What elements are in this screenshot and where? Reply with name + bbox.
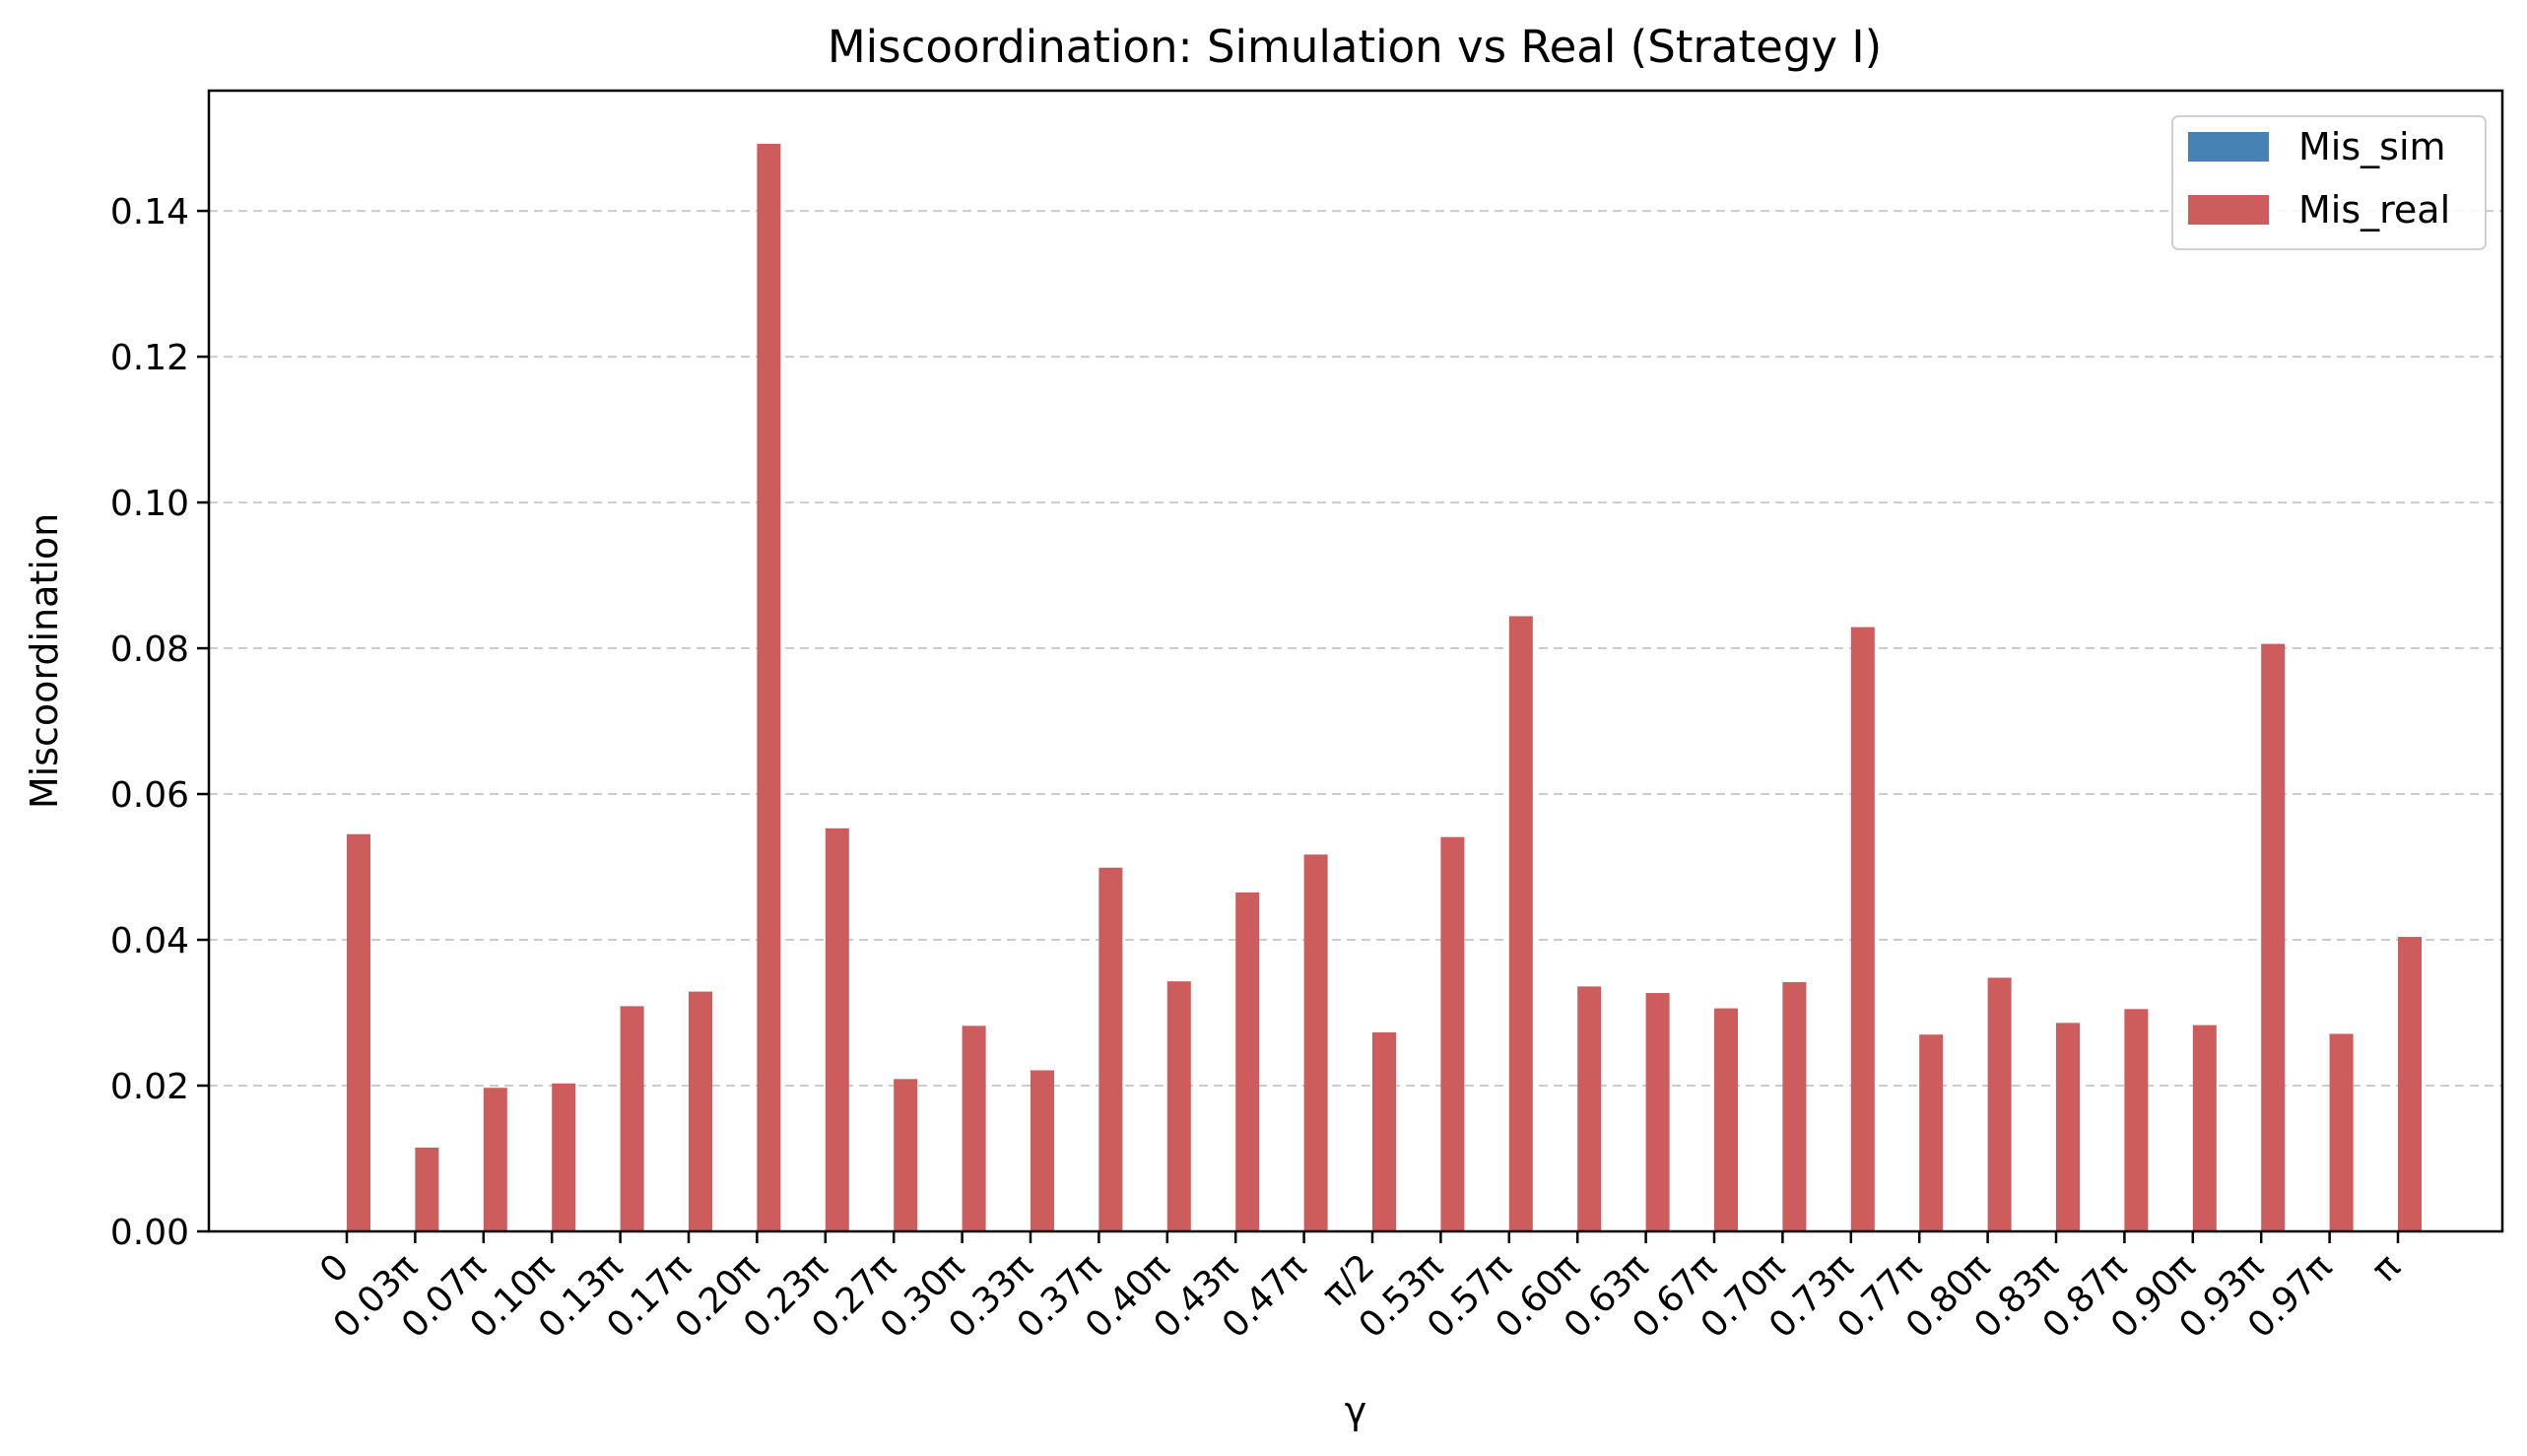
bar-mis-real: [1850, 627, 1875, 1231]
bar-mis-real: [962, 1026, 986, 1231]
legend-label: Mis_sim: [2298, 125, 2446, 168]
legend-swatch-mis-real: [2188, 195, 2269, 225]
legend-label: Mis_real: [2298, 188, 2450, 232]
bar-mis-real: [1235, 892, 1260, 1231]
legend: Mis_sim Mis_real: [2171, 115, 2487, 250]
y-axis-label: Miscoordination: [23, 513, 66, 809]
bar-mis-real: [1166, 981, 1191, 1231]
y-tick-label: 0.12: [110, 338, 189, 378]
y-tick-label: 0.08: [110, 629, 189, 670]
plot-frame: [207, 89, 2504, 1233]
y-gridlines: [209, 210, 2502, 1088]
y-axis: 0.00 0.02 0.04 0.06 0.08 0.10 0.12 0.14: [110, 192, 209, 1253]
y-tick-label: 0.06: [110, 775, 189, 816]
x-tick-label: π: [2364, 1246, 2408, 1290]
bar-mis-real: [1372, 1031, 1396, 1231]
bar-mis-real: [1714, 1008, 1738, 1231]
bar-mis-real: [1782, 981, 1807, 1231]
bar-mis-real: [483, 1088, 507, 1231]
bar-mis-real: [347, 833, 370, 1231]
x-tick-label: 0: [312, 1246, 357, 1291]
bar-mis-real: [2398, 937, 2422, 1231]
x-axis-label: γ: [1345, 1389, 1367, 1432]
bar-mis-real: [1577, 986, 1602, 1231]
bar-mis-real: [2329, 1033, 2354, 1231]
bar-mis-real: [1987, 977, 2012, 1231]
bar-mis-real: [415, 1147, 439, 1231]
bar-mis-real: [757, 144, 781, 1231]
bar-mis-real: [620, 1006, 644, 1231]
bar-mis-real: [689, 991, 712, 1231]
chart-title: Miscoordination: Simulation vs Real (Str…: [828, 21, 1882, 73]
y-tick-label: 0.02: [110, 1067, 189, 1107]
bar-mis-real: [894, 1079, 918, 1231]
bar-mis-real: [2124, 1009, 2149, 1231]
y-tick-label: 0.00: [110, 1213, 189, 1253]
bars: [347, 144, 2422, 1231]
bar-mis-real: [1919, 1034, 1944, 1231]
bar-mis-real: [1440, 836, 1465, 1231]
bar-mis-real: [1508, 616, 1533, 1231]
bar-mis-real: [2192, 1025, 2217, 1231]
x-axis: 00.03π0.07π0.10π0.13π0.17π0.20π0.23π0.27…: [312, 1231, 2408, 1346]
bar-mis-real: [1645, 993, 1670, 1231]
bar-mis-real: [2261, 643, 2286, 1231]
y-tick-label: 0.14: [110, 192, 189, 232]
bar-mis-real: [825, 827, 849, 1231]
y-tick-label: 0.04: [110, 921, 189, 961]
bar-mis-real: [552, 1083, 576, 1231]
bar-mis-real: [1303, 854, 1328, 1231]
legend-swatch-mis-sim: [2188, 132, 2269, 162]
bar-mis-real: [2056, 1023, 2080, 1231]
bar-mis-real: [1098, 867, 1123, 1231]
bar-mis-real: [1031, 1070, 1054, 1231]
y-tick-label: 0.10: [110, 484, 189, 524]
